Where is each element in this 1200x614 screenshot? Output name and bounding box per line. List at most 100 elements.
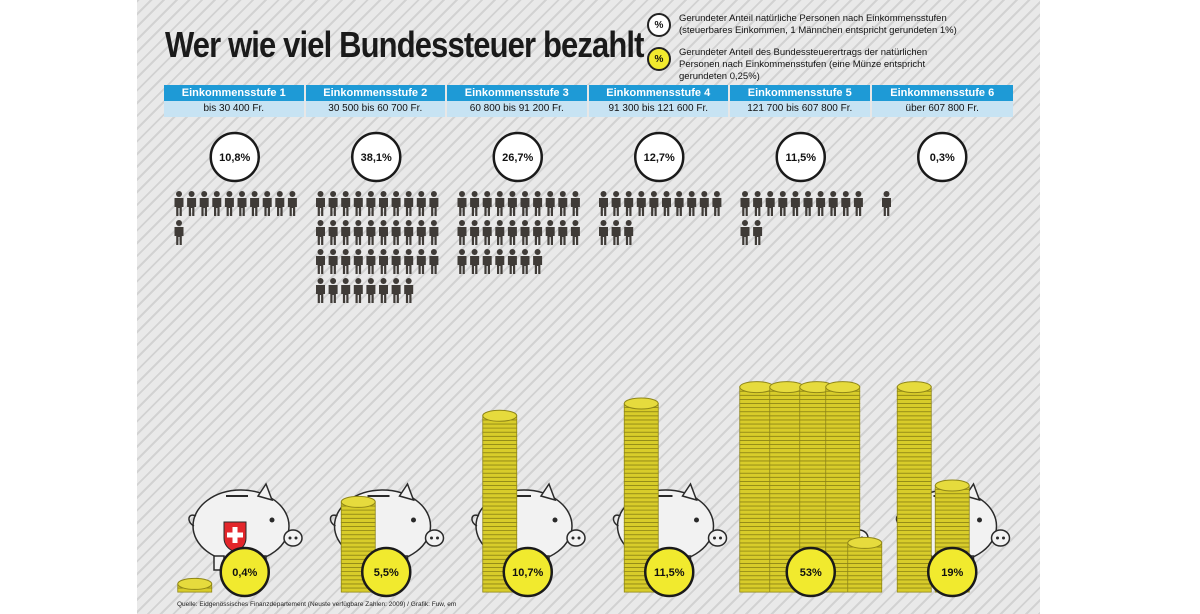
coin — [934, 522, 970, 527]
coin — [623, 493, 659, 499]
coin — [896, 398, 932, 404]
coin — [623, 526, 659, 531]
person-icon — [328, 278, 338, 303]
person-icon — [533, 249, 543, 274]
person-icon — [495, 220, 505, 245]
coin — [896, 456, 932, 462]
coin — [739, 575, 775, 581]
coin — [847, 558, 883, 564]
coin — [769, 415, 805, 421]
category-group-4: 12,7% 11,5% — [599, 131, 728, 598]
pictograph-chart: 10,8%0,4%38,1%5,5%26,7%10,7%12,7%11,5%11… — [174, 131, 1011, 598]
person-icon — [429, 220, 439, 245]
coin — [825, 517, 861, 523]
coin — [739, 567, 775, 572]
coin — [896, 468, 932, 474]
person-icon — [624, 191, 634, 216]
persons-share-badge: 10,8% — [209, 131, 260, 183]
coin — [739, 415, 775, 421]
person-icon — [520, 191, 530, 216]
coin — [847, 567, 883, 572]
coin — [739, 526, 775, 531]
person-icon — [328, 191, 338, 216]
coin — [739, 464, 775, 470]
coin — [896, 567, 932, 572]
tax-share-circle — [219, 546, 270, 598]
coin — [739, 558, 775, 564]
person-icon — [611, 220, 621, 245]
coin — [896, 583, 932, 589]
coin — [482, 522, 518, 527]
coin — [825, 513, 861, 519]
coin — [482, 456, 518, 462]
person-icon — [316, 249, 325, 274]
coin — [482, 444, 518, 449]
coin — [934, 530, 970, 536]
coin — [769, 448, 805, 454]
person-icon — [507, 191, 517, 216]
coin — [769, 509, 805, 515]
coin — [825, 480, 861, 486]
person-icon — [457, 249, 467, 274]
person-icon — [316, 220, 325, 245]
coin — [482, 501, 518, 507]
coin-top — [482, 409, 518, 422]
person-icon — [174, 220, 184, 245]
coin — [769, 407, 805, 413]
coin — [482, 489, 518, 495]
coin — [934, 501, 970, 507]
person-icon — [853, 191, 863, 216]
coin — [825, 497, 861, 503]
category-header-1: Einkommensstufe 1 bis 30 400 Fr. — [164, 85, 306, 117]
coin — [739, 546, 775, 552]
category-group-6: 0,3% 19% — [882, 131, 1011, 598]
coin — [769, 464, 805, 470]
person-icon — [740, 220, 750, 245]
person-icon — [674, 191, 684, 216]
coin-stack — [825, 381, 861, 593]
coin — [340, 513, 376, 519]
legend-coins-badge: % — [647, 47, 671, 71]
category-income-range: 121 700 bis 607 800 Fr. — [730, 101, 870, 117]
coin — [769, 485, 805, 490]
coin — [825, 493, 861, 499]
coin — [847, 563, 883, 568]
person-icon — [341, 278, 351, 303]
coin — [825, 476, 861, 482]
person-icon — [545, 191, 555, 216]
coin — [769, 480, 805, 486]
coin — [825, 501, 861, 507]
coin — [896, 472, 932, 478]
person-icon — [391, 249, 401, 274]
coin — [769, 403, 805, 408]
coin — [825, 423, 861, 429]
person-icon — [611, 191, 621, 216]
coin — [623, 444, 659, 449]
coin — [739, 394, 775, 400]
coin — [623, 538, 659, 544]
coin — [825, 489, 861, 495]
coin — [482, 448, 518, 454]
category-header-6: Einkommensstufe 6 über 607 800 Fr. — [871, 85, 1013, 117]
person-icon — [404, 249, 414, 274]
legend-coins: % Gerundeter Anteil des Bundessteuerertr… — [647, 47, 969, 83]
coin — [825, 526, 861, 531]
coin — [739, 431, 775, 437]
person-icon — [533, 220, 543, 245]
coin — [739, 563, 775, 568]
coin — [739, 427, 775, 433]
person-icon — [416, 220, 426, 245]
coin — [482, 493, 518, 499]
coin — [482, 427, 518, 433]
coin — [739, 423, 775, 429]
coin — [769, 452, 805, 458]
coin — [623, 427, 659, 433]
coin — [934, 526, 970, 531]
coin-top — [177, 577, 213, 590]
coin — [482, 538, 518, 544]
person-icon — [429, 191, 439, 216]
category-group-3: 26,7% 10,7% — [457, 131, 586, 598]
coin — [825, 411, 861, 417]
tax-share-label: 53% — [800, 567, 822, 579]
coin — [769, 398, 805, 404]
